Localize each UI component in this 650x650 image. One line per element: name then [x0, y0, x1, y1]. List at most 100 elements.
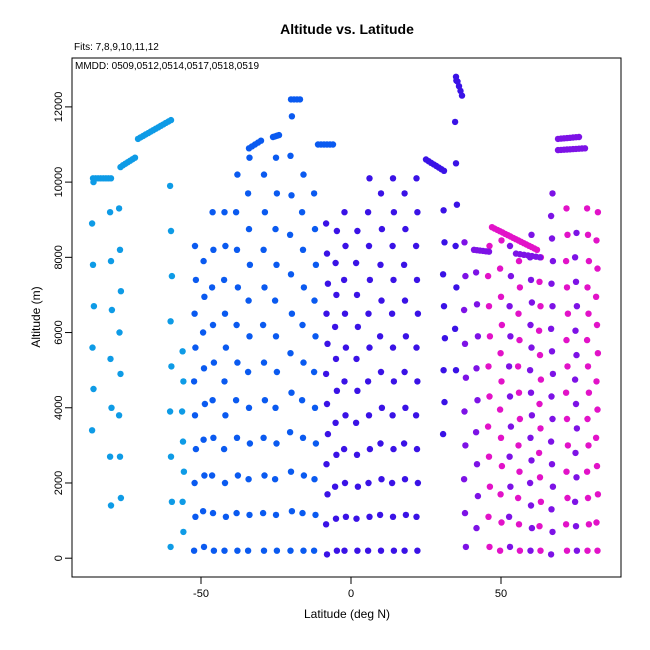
data-point: [516, 336, 523, 344]
data-point: [461, 239, 468, 246]
data-point: [116, 453, 124, 460]
data-point: [535, 327, 543, 334]
data-point: [179, 498, 186, 505]
data-point: [234, 472, 242, 479]
data-point: [300, 472, 308, 479]
data-point: [167, 318, 174, 325]
data-point: [537, 547, 544, 554]
data-point: [585, 257, 593, 265]
data-point: [323, 400, 331, 408]
data-point: [246, 440, 254, 447]
data-point: [572, 278, 580, 285]
data-point: [440, 207, 447, 214]
data-point: [209, 397, 216, 404]
data-point: [536, 351, 544, 359]
data-point: [581, 145, 589, 152]
data-point: [257, 137, 265, 144]
data-point: [594, 547, 601, 554]
data-point: [594, 209, 602, 216]
data-point: [299, 509, 306, 517]
data-point: [199, 329, 207, 336]
data-point: [342, 242, 349, 250]
data-point: [322, 220, 330, 227]
data-point: [272, 511, 280, 519]
data-point: [451, 325, 459, 332]
data-point: [412, 412, 420, 419]
data-point: [593, 378, 600, 385]
data-point: [167, 227, 175, 235]
data-point: [506, 453, 513, 460]
data-point: [536, 400, 543, 408]
data-point: [352, 419, 360, 426]
data-point: [564, 363, 571, 370]
data-point: [272, 333, 280, 340]
data-point: [333, 451, 340, 458]
data-point: [286, 231, 294, 238]
data-point: [462, 442, 469, 449]
data-point: [233, 321, 240, 329]
data-point: [117, 370, 124, 378]
data-point: [300, 284, 308, 291]
data-point: [332, 515, 340, 522]
data-point: [547, 212, 555, 220]
data-point: [507, 423, 515, 430]
data-point: [353, 515, 360, 522]
data-point: [575, 133, 583, 141]
data-point: [506, 303, 513, 310]
data-point: [505, 363, 513, 370]
data-point: [166, 408, 174, 415]
y-tick-label: 12000: [53, 92, 65, 123]
data-point: [528, 231, 535, 238]
mmdd-annotation: MMDD: 0509,0512,0514,0517,0518,0519: [75, 61, 259, 72]
data-point: [452, 160, 460, 167]
data-point: [246, 333, 253, 340]
fits-annotation: Fits: 7,8,9,10,11,12: [74, 42, 159, 53]
data-point: [311, 404, 319, 411]
data-point: [244, 190, 252, 197]
data-point: [461, 408, 468, 415]
data-point: [190, 378, 198, 385]
data-point: [413, 175, 420, 182]
data-point: [460, 476, 468, 483]
data-point: [341, 378, 348, 385]
data-point: [458, 92, 466, 99]
data-point: [474, 333, 482, 340]
data-point: [286, 429, 294, 436]
data-point: [563, 547, 571, 554]
data-point: [377, 261, 384, 268]
data-point: [354, 483, 362, 490]
data-point: [288, 508, 296, 515]
data-point: [117, 494, 125, 502]
data-point: [311, 476, 318, 483]
data-point: [168, 272, 176, 280]
data-point: [89, 344, 96, 351]
data-point: [441, 239, 448, 246]
data-point: [365, 310, 372, 317]
data-point: [547, 551, 555, 558]
data-point: [452, 367, 460, 374]
plot-frame: [71, 57, 622, 578]
data-point: [210, 359, 218, 366]
x-tick-label: 50: [495, 588, 507, 600]
data-point: [390, 378, 398, 385]
data-point: [497, 434, 505, 441]
data-point: [547, 325, 555, 332]
data-point: [573, 474, 580, 481]
data-point: [536, 278, 543, 285]
data-point: [261, 472, 268, 479]
data-point: [200, 543, 208, 551]
data-point: [246, 511, 253, 519]
data-point: [485, 303, 493, 310]
data-point: [461, 340, 469, 347]
data-point: [192, 344, 199, 351]
data-point: [496, 406, 504, 413]
data-point: [484, 272, 492, 280]
data-point: [594, 406, 601, 413]
data-point: [497, 491, 504, 498]
data-point: [390, 445, 397, 453]
data-point: [366, 445, 374, 453]
data-point: [594, 491, 602, 498]
data-point: [271, 476, 279, 483]
data-point: [378, 225, 386, 233]
data-point: [505, 513, 513, 520]
